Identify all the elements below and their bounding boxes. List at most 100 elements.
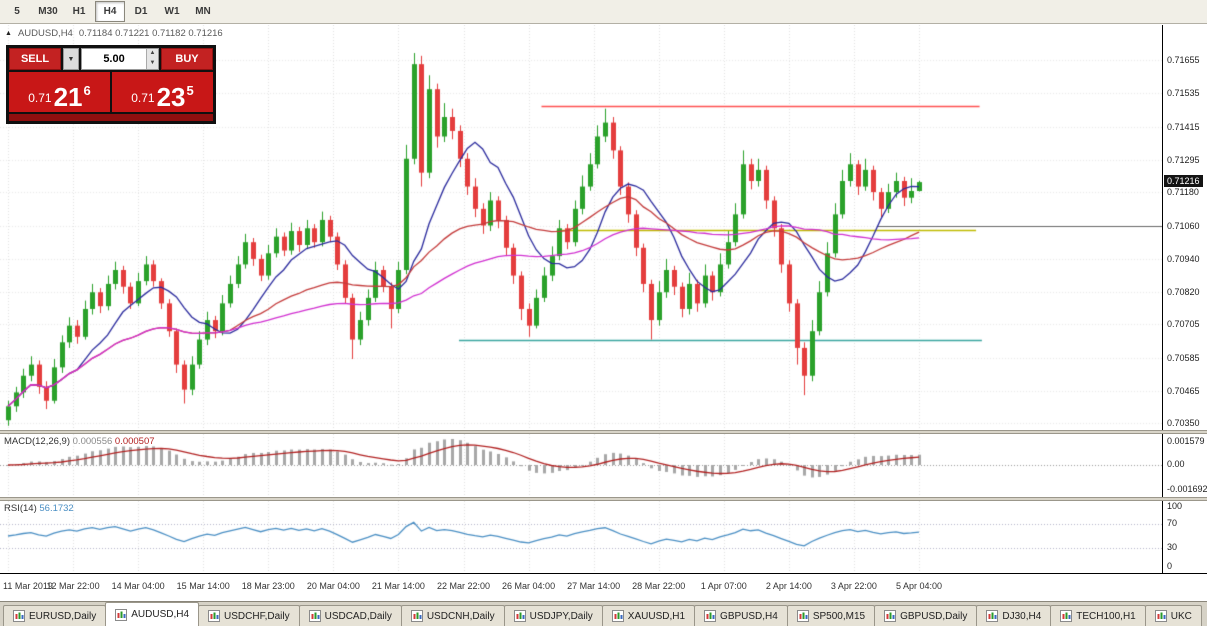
time-tick: 2 Apr 14:00 <box>765 581 812 591</box>
rsi-panel: RSI(14) 56.1732 100 70 30 0 <box>0 501 1207 573</box>
buy-button[interactable]: BUY <box>161 48 213 70</box>
ask-price[interactable]: 0.71 23 5 <box>112 72 213 112</box>
volume-input[interactable] <box>82 49 147 69</box>
rsi-tick: 0 <box>1167 561 1173 571</box>
sell-button[interactable]: SELL <box>9 48 61 70</box>
time-tick: 3 Apr 22:00 <box>830 581 877 591</box>
chart-tab-audusd-h4[interactable]: AUDUSD,H4 <box>105 602 200 626</box>
panel-splitter[interactable] <box>0 497 1207 501</box>
chart-tab-usdchf-daily[interactable]: USDCHF,Daily <box>198 605 300 626</box>
volume-decrease-button[interactable]: ▼ <box>147 59 158 69</box>
time-tick: 14 Mar 04:00 <box>111 581 165 591</box>
time-tick: 27 Mar 14:00 <box>567 581 621 591</box>
time-tick: 21 Mar 14:00 <box>371 581 425 591</box>
tab-label: XAUUSD,H1 <box>627 610 686 622</box>
rsi-indicator-canvas[interactable] <box>0 501 1162 573</box>
candlestick-chart-icon <box>1060 610 1073 622</box>
tab-label: SP500,M15 <box>812 610 866 622</box>
rsi-tick: 30 <box>1167 542 1178 553</box>
time-axis[interactable]: 11 Mar 2019 12 Mar 22:00 14 Mar 04:00 15 Ma… <box>0 573 1207 601</box>
candlestick-chart-icon <box>13 610 25 622</box>
price-tick: 0.70940 <box>1167 253 1200 264</box>
price-tick: 0.70465 <box>1167 386 1200 396</box>
rsi-name: RSI(14) <box>4 503 37 514</box>
one-click-trading-panel: SELL ▼ ▲ ▼ BUY 0.71216 0.712 <box>6 45 216 124</box>
macd-label: MACD(12,26,9) 0.000556 0.000507 <box>4 436 155 447</box>
timeframe-button-mn[interactable]: MN <box>195 6 211 17</box>
time-tick: 5 Apr 04:00 <box>895 581 943 591</box>
ask-big-digits: 23 <box>156 82 186 112</box>
time-tick: 28 Mar 22:00 <box>632 581 686 591</box>
chart-tab-eurusd-daily[interactable]: EURUSD,Daily <box>3 605 107 626</box>
bid-price[interactable]: 0.71 21 6 <box>9 72 110 112</box>
candlestick-chart-icon <box>611 610 624 622</box>
panel-splitter[interactable] <box>0 430 1207 434</box>
timeframe-button-h1[interactable]: H1 <box>72 6 86 17</box>
price-tick: 0.71535 <box>1167 88 1200 99</box>
candlestick-chart-icon <box>308 610 321 622</box>
rsi-axis: 100 70 30 0 <box>1162 501 1207 573</box>
chart-tab-sp500-m15[interactable]: SP500,M15 <box>786 605 876 626</box>
bid-pipette: 6 <box>83 83 91 98</box>
candlestick-chart-icon <box>208 610 221 622</box>
chart-tab-tech100-h1[interactable]: TECH100,H1 <box>1050 605 1146 626</box>
tab-label: GBPUSD,Daily <box>900 610 968 622</box>
price-tick: 0.70705 <box>1167 319 1200 330</box>
chart-tab-bar: EURUSD,Daily AUDUSD,H4 USDCHF,Daily USDCAD,… <box>0 601 1207 626</box>
trade-prices-row: 0.71 21 6 0.71 23 5 <box>9 72 213 112</box>
ask-pipette: 5 <box>186 83 194 98</box>
chart-tab-usdjpy-daily[interactable]: USDJPY,Daily <box>503 605 603 626</box>
chart-tab-usdcnh-daily[interactable]: USDCNH,Daily <box>400 605 505 626</box>
chart-tab-usdcad-daily[interactable]: USDCAD,Daily <box>298 605 402 626</box>
tab-label: USDCHF,Daily <box>224 610 290 622</box>
volume-input-wrap: ▲ ▼ <box>81 48 159 70</box>
timeframe-button-5[interactable]: 5 <box>14 6 20 17</box>
chart-tab-ukc[interactable]: UKC <box>1144 605 1202 626</box>
chart-tab-dj30-h4[interactable]: DJ30,H4 <box>976 605 1052 626</box>
time-tick: 12 Mar 22:00 <box>46 581 100 591</box>
macd-tick: -0.001692 <box>1167 484 1207 494</box>
collapse-arrow-icon[interactable]: ▲ <box>5 30 12 37</box>
volume-preset-dropdown[interactable]: ▼ <box>63 48 79 70</box>
price-tick: 0.71655 <box>1167 55 1200 65</box>
time-tick: 11 Mar 2019 <box>3 581 53 591</box>
bid-big-digits: 21 <box>53 82 83 112</box>
timeframe-button-w1[interactable]: W1 <box>164 6 180 17</box>
candlestick-chart-icon <box>115 608 128 621</box>
tab-label: USDJPY,Daily <box>529 610 593 622</box>
time-tick: 15 Mar 14:00 <box>176 581 230 591</box>
time-tick: 20 Mar 04:00 <box>306 581 360 591</box>
macd-tick: 0.001579 <box>1167 436 1205 446</box>
candlestick-chart-icon <box>884 610 897 622</box>
macd-tick: 0.00 <box>1167 459 1185 469</box>
price-tick: 0.71415 <box>1167 121 1200 132</box>
chevron-down-icon: ▼ <box>67 55 75 63</box>
macd-name: MACD(12,26,9) <box>4 436 70 447</box>
tab-label: EURUSD,Daily <box>29 610 97 622</box>
chart-title: ▲ AUDUSD,H4 0.71184 0.71221 0.71182 0.71… <box>5 28 223 39</box>
chart-title-symbol: AUDUSD,H4 <box>17 28 73 39</box>
current-price-badge: 0.71216 <box>1164 175 1203 188</box>
macd-signal-value: 0.000507 <box>114 436 155 447</box>
price-tick: 0.70350 <box>1167 418 1200 428</box>
price-axis[interactable]: 0.71216 0.71655 0.71535 0.71415 0.71295 0.71… <box>1162 25 1207 430</box>
chart-tab-xauusd-h1[interactable]: XAUUSD,H1 <box>601 605 696 626</box>
chart-tab-gbpusd-h4[interactable]: GBPUSD,H4 <box>694 605 788 626</box>
timeframe-button-h4[interactable]: H4 <box>95 1 125 22</box>
chart-area: ▲ AUDUSD,H4 0.71184 0.71221 0.71182 0.71… <box>0 25 1207 430</box>
timeframe-button-d1[interactable]: D1 <box>134 6 148 17</box>
macd-axis: 0.001579 0.00 -0.001692 <box>1162 434 1207 497</box>
tab-label: UKC <box>1170 610 1192 622</box>
candlestick-chart-icon <box>704 610 717 622</box>
rsi-value: 56.1732 <box>39 503 74 514</box>
chart-tab-gbpusd-daily[interactable]: GBPUSD,Daily <box>874 605 978 626</box>
macd-panel: MACD(12,26,9) 0.000556 0.000507 0.001579… <box>0 434 1207 497</box>
timeframe-button-m30[interactable]: M30 <box>38 6 58 17</box>
volume-increase-button[interactable]: ▲ <box>147 49 158 59</box>
time-tick: 1 Apr 07:00 <box>700 581 747 591</box>
price-tick: 0.71060 <box>1167 220 1200 231</box>
macd-indicator-canvas[interactable] <box>0 434 1162 497</box>
tab-label: USDCAD,Daily <box>324 610 392 622</box>
macd-main-value: 0.000556 <box>72 436 113 447</box>
tab-label: USDCNH,Daily <box>426 610 495 622</box>
